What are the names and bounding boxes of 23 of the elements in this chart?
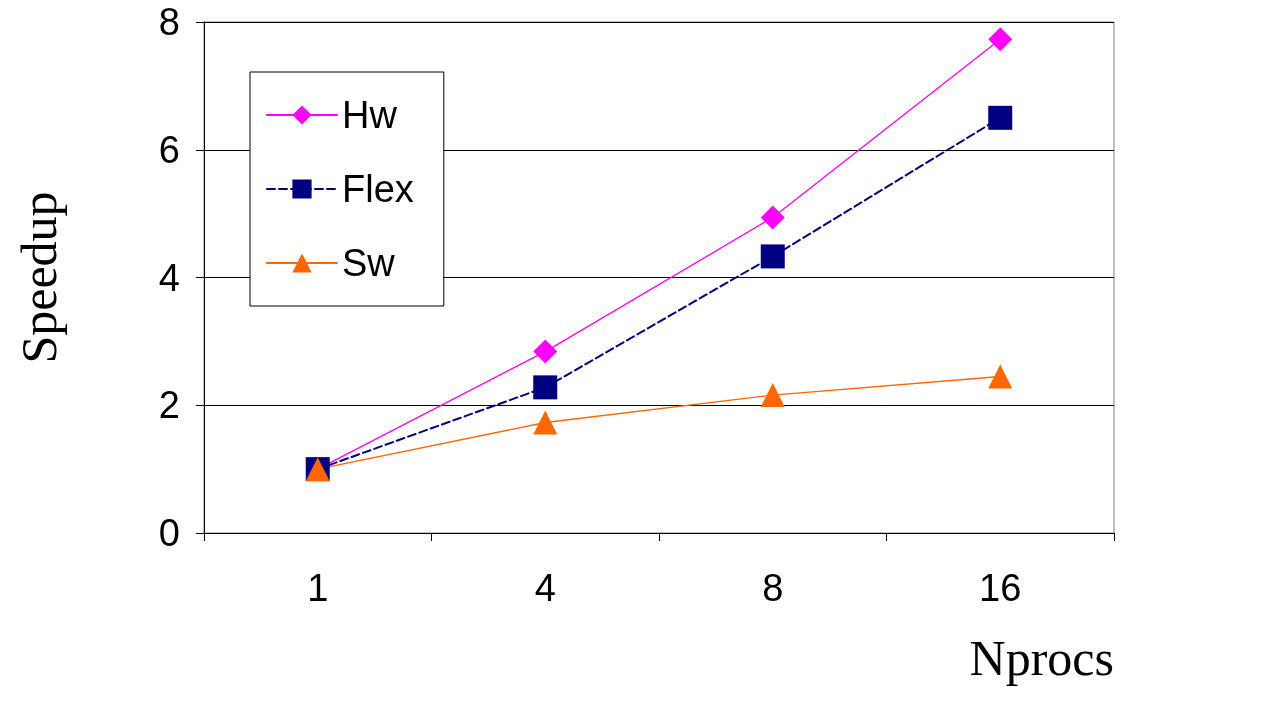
x-axis-title: Nprocs: [969, 630, 1114, 686]
point: [988, 364, 1013, 389]
legend-label: Flex: [342, 168, 414, 210]
y-tick-label: 8: [158, 1, 180, 43]
x-tick-label: 16: [979, 567, 1022, 609]
point: [988, 27, 1013, 52]
y-tick-label: 2: [158, 384, 180, 427]
y-axis-title: Speedup: [11, 191, 67, 364]
point: [760, 244, 785, 269]
x-tick-label: 4: [534, 567, 556, 609]
y-tick-label: 6: [158, 128, 180, 171]
y-tick-label: 4: [158, 256, 180, 299]
point: [760, 205, 785, 230]
x-tick-label: 1: [307, 567, 329, 609]
point: [760, 383, 785, 408]
legend-label: Sw: [342, 242, 396, 284]
point: [533, 375, 558, 400]
point: [988, 105, 1013, 130]
x-tick-label: 8: [762, 567, 784, 609]
legend-label: Hw: [342, 94, 398, 136]
point: [533, 410, 558, 435]
point: [533, 339, 558, 364]
y-tick-label: 0: [158, 512, 180, 554]
